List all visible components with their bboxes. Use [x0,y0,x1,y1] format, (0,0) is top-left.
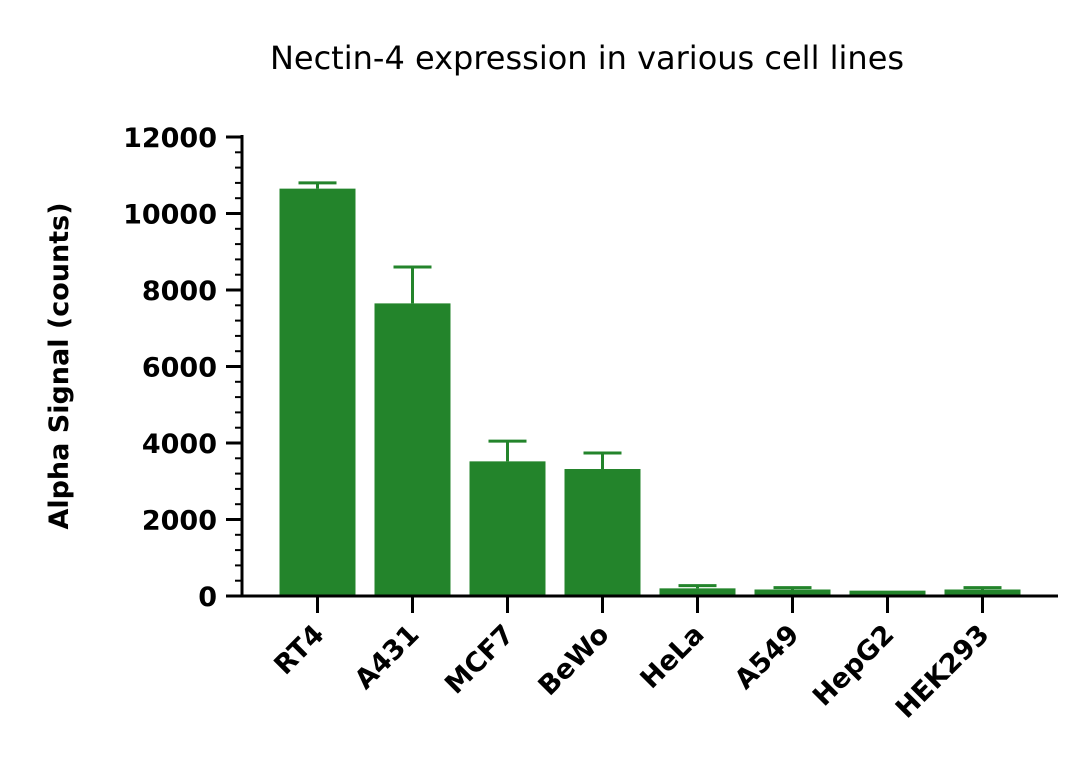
bar-mcf7 [469,461,546,596]
y-tick-label: 8000 [142,276,217,307]
bar-rt4 [279,188,356,596]
x-tick-label-hepg2: HepG2 [807,619,900,712]
bar-hepg2 [849,590,926,596]
bar-hela [659,588,736,596]
bars-layer [279,188,1021,596]
y-tick-label: 0 [198,582,217,613]
x-tick-label-bewo: BeWo [533,619,616,702]
error-bars-layer [298,181,1002,590]
bar-a431 [374,303,451,596]
y-tick-label: 2000 [142,506,217,537]
chart-title: Nectin-4 expression in various cell line… [270,39,904,77]
y-tick-label: 12000 [123,123,217,154]
x-tick-label-hela: HeLa [635,619,711,695]
x-tick-label-a431: A431 [349,619,426,696]
x-tick-label-hek293: HEK293 [890,619,996,725]
x-tick-label-mcf7: MCF7 [439,619,520,700]
x-tick-label-a549: A549 [729,619,806,696]
y-tick-label: 4000 [142,429,217,460]
y-axis-label: Alpha Signal (counts) [44,202,75,529]
x-tick-label-rt4: RT4 [268,619,330,681]
axes-layer [226,135,1058,613]
bar-hek293 [944,589,1021,596]
y-tick-label: 6000 [142,353,217,384]
bar-a549 [754,589,831,596]
y-tick-label: 10000 [123,200,217,231]
bar-bewo [564,469,641,596]
labels-layer: 0 2000 4000 6000 8000 10000 12000 RT4 A431 MCF7 Be… [123,123,995,725]
